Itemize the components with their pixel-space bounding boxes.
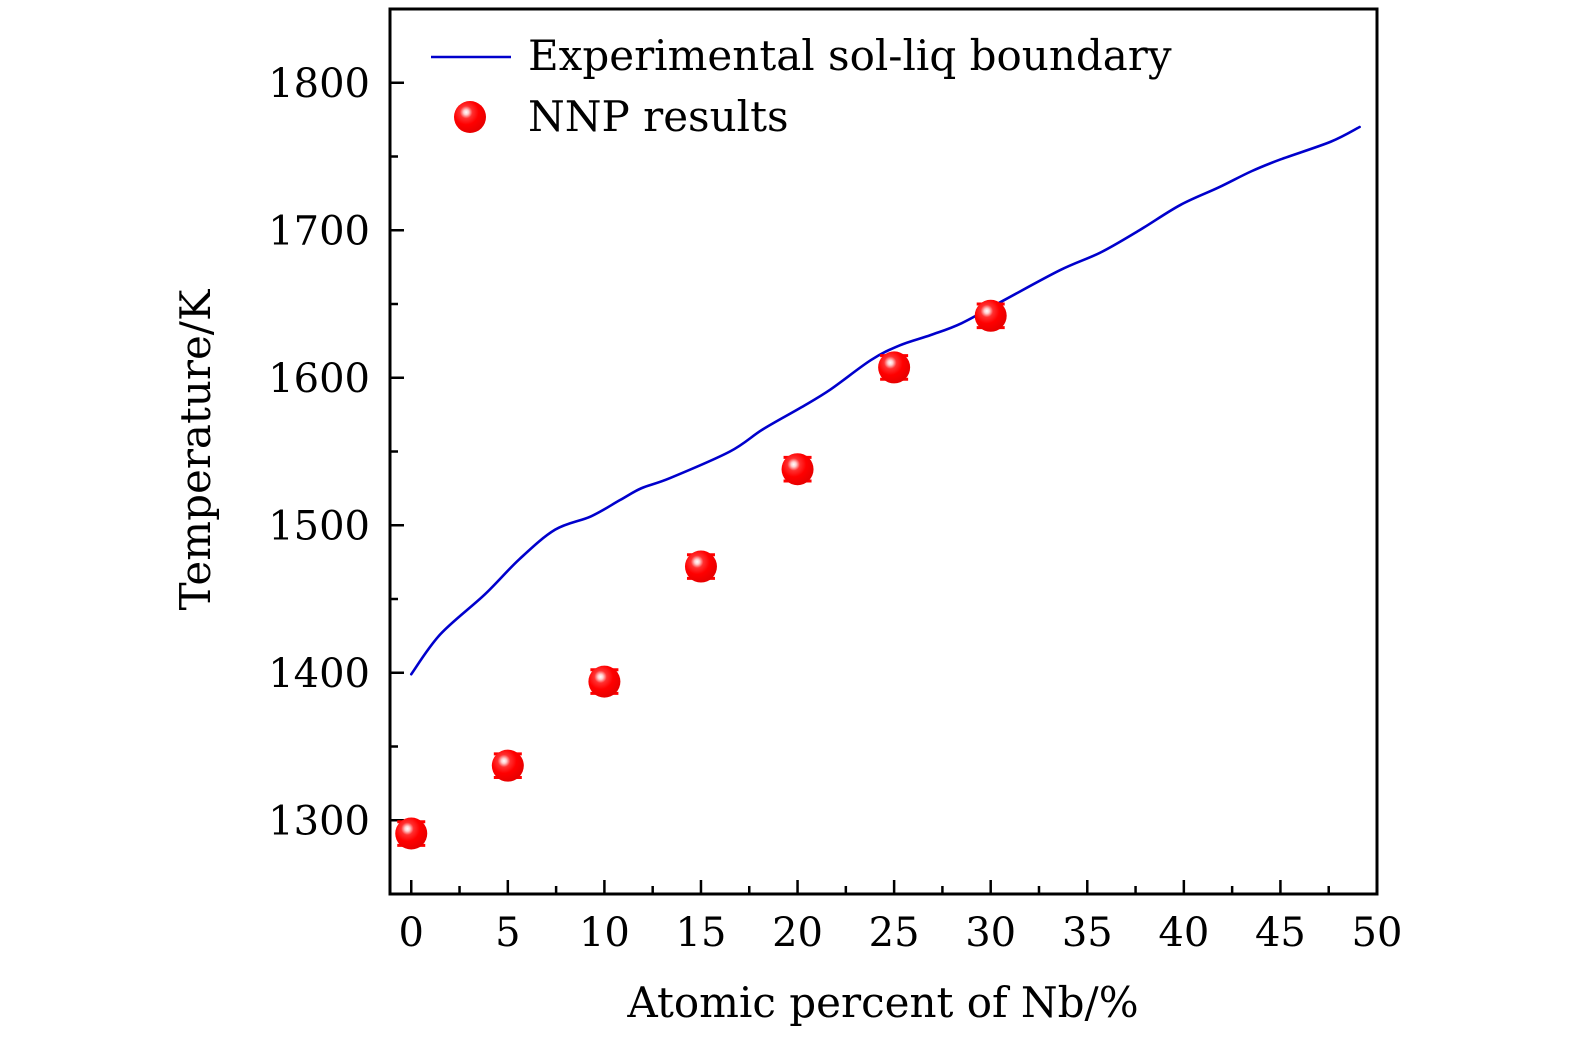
data-point xyxy=(684,550,717,583)
x-tick-label: 35 xyxy=(1062,910,1113,956)
data-marker xyxy=(395,817,428,850)
data-point xyxy=(588,665,621,698)
x-tick-label: 25 xyxy=(869,910,920,956)
series-line-experimental xyxy=(409,125,1361,676)
y-tick-label: 1500 xyxy=(268,503,370,549)
y-tick-label: 1700 xyxy=(268,208,370,254)
x-tick-label: 30 xyxy=(965,910,1016,956)
data-marker xyxy=(588,665,621,698)
data-marker xyxy=(781,453,814,486)
x-tick-label: 5 xyxy=(495,910,520,956)
x-tick-label: 0 xyxy=(399,910,424,956)
legend-label-experimental: Experimental sol-liq boundary xyxy=(528,31,1172,80)
x-tick-label: 15 xyxy=(676,910,727,956)
x-axis-title: Atomic percent of Nb/% xyxy=(626,978,1138,1027)
x-tick-label: 20 xyxy=(772,910,823,956)
x-tick-label: 50 xyxy=(1352,910,1403,956)
legend-label-nnp: NNP results xyxy=(528,92,789,141)
x-tick-label: 45 xyxy=(1255,910,1306,956)
x-tick-label: 10 xyxy=(579,910,630,956)
data-point xyxy=(395,817,428,850)
y-axis-title: Temperature/K xyxy=(171,288,220,610)
data-point xyxy=(974,299,1007,332)
data-point xyxy=(491,749,524,782)
data-point xyxy=(781,453,814,486)
x-tick-label: 40 xyxy=(1158,910,1209,956)
y-tick-label: 1600 xyxy=(268,356,370,402)
data-marker xyxy=(491,749,524,782)
data-point xyxy=(878,351,911,384)
x-tick-labels: 0 5 10 15 20 25 30 35 40 45 50 xyxy=(399,910,1403,956)
axis-ticks xyxy=(390,81,1330,894)
legend: Experimental sol-liq boundary NNP result… xyxy=(431,31,1172,141)
legend-marker-swatch xyxy=(454,101,486,133)
y-tick-label: 1800 xyxy=(268,61,370,107)
data-marker xyxy=(974,299,1007,332)
data-marker xyxy=(878,351,911,384)
series-scatter-nnp xyxy=(395,299,1007,850)
data-marker xyxy=(684,550,717,583)
y-tick-label: 1400 xyxy=(268,651,370,697)
y-tick-label: 1300 xyxy=(268,798,370,844)
plot-frame xyxy=(388,7,1379,896)
y-tick-labels: 1300 1400 1500 1600 1700 1800 xyxy=(268,61,370,845)
